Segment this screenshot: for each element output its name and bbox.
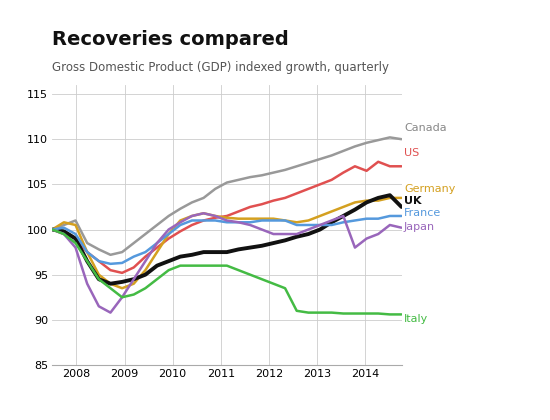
Text: Source:: Source: [14,388,58,397]
Text: Canada: Canada [404,123,447,134]
Text: France: France [404,208,441,218]
Text: Gross Domestic Product (GDP) indexed growth, quarterly: Gross Domestic Product (GDP) indexed gro… [52,61,389,74]
Polygon shape [481,366,547,419]
Text: US: US [404,148,419,158]
Text: Recoveries compared: Recoveries compared [52,30,289,49]
Text: UK: UK [404,196,421,206]
Text: OECD statistics database B1_GE: OECD statistics database B1_GE [63,387,232,398]
Text: Germany: Germany [404,184,455,194]
Text: Italy: Italy [404,314,428,324]
Text: Japan: Japan [404,222,435,232]
Text: Full Fact: Full Fact [507,404,540,410]
